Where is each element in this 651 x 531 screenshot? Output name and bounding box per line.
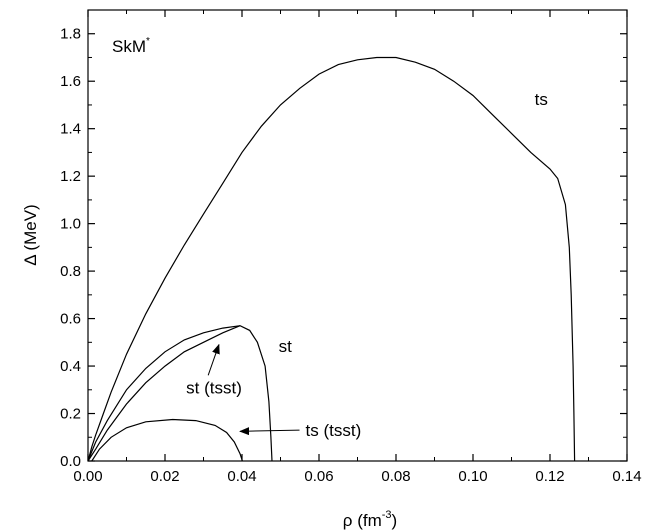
chart-title: SkM* [112, 36, 150, 56]
series-line-ts-tsst [91, 418, 243, 462]
y-tick-label: 1.2 [60, 168, 81, 185]
x-axis-title-main: ρ (fm [343, 511, 382, 530]
x-axis-ticks: 0.00 0.02 0.04 0.06 0.08 0.10 0.12 0.14 [73, 10, 642, 485]
curve-label-st: st [279, 337, 293, 356]
y-axis-ticks: 0.0 0.2 0.4 0.6 0.8 1.0 1.2 1.4 1.6 1.8 [60, 26, 627, 470]
x-tick-label: 0.02 [150, 468, 179, 485]
x-tick-label: 0.10 [458, 468, 487, 485]
curve-labels: ts st st (tsst) ts (tsst) [186, 90, 548, 440]
series-line-st [87, 325, 273, 462]
y-axis-title: Δ (MeV) [21, 204, 40, 265]
y-tick-label: 1.0 [60, 216, 81, 233]
arrow-ts-tsst [239, 427, 300, 436]
series-line-st-tsst [87, 325, 241, 462]
x-axis-title-end: ) [392, 511, 398, 530]
x-tick-label: 0.14 [612, 468, 641, 485]
curve-label-st-tsst: st (tsst) [186, 378, 242, 397]
x-axis-title-sup: -3 [382, 509, 392, 521]
curves [87, 56, 576, 462]
y-tick-label: 0.8 [60, 263, 81, 280]
y-tick-label: 0.2 [60, 406, 81, 423]
y-tick-label: 0.4 [60, 358, 81, 375]
chart-title-main: SkM [112, 37, 146, 56]
x-tick-label: 0.06 [304, 468, 333, 485]
curve-label-ts-tsst: ts (tsst) [306, 421, 362, 440]
y-tick-label: 1.4 [60, 121, 81, 138]
arrow-st-tsst [207, 343, 220, 376]
x-tick-label: 0.12 [535, 468, 564, 485]
y-tick-label: 1.8 [60, 26, 81, 43]
chart-title-sup: * [146, 36, 150, 47]
plot-frame [87, 9, 628, 462]
series-line-ts [87, 56, 576, 462]
y-tick-label: 0.6 [60, 311, 81, 328]
y-tick-label: 0.0 [60, 453, 81, 470]
x-tick-label: 0.00 [73, 468, 102, 485]
x-axis-title: ρ (fm-3) [343, 509, 397, 530]
y-tick-label: 1.6 [60, 73, 81, 90]
curve-label-ts: ts [535, 90, 548, 109]
x-tick-label: 0.04 [227, 468, 256, 485]
x-tick-label: 0.08 [381, 468, 410, 485]
